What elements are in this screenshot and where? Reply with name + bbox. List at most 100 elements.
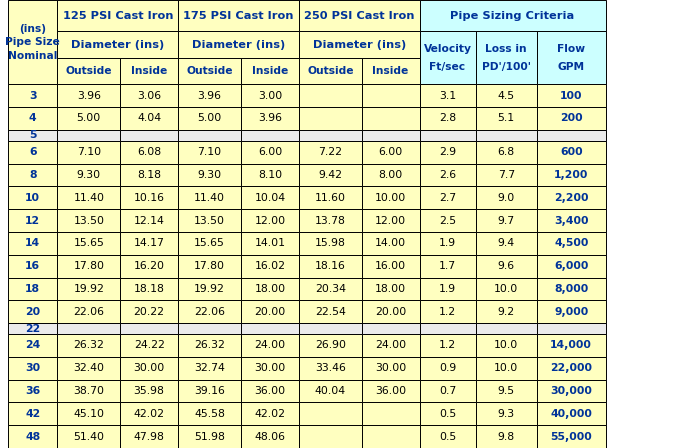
Bar xyxy=(58,164,120,186)
Text: 17.80: 17.80 xyxy=(74,261,104,271)
Text: 3.06: 3.06 xyxy=(137,90,161,101)
Bar xyxy=(475,164,537,186)
Text: 7.7: 7.7 xyxy=(498,170,515,180)
Bar xyxy=(420,402,475,425)
Bar xyxy=(362,209,420,232)
Bar xyxy=(362,277,420,300)
Bar xyxy=(362,402,420,425)
Text: 17.80: 17.80 xyxy=(194,261,225,271)
Text: 14: 14 xyxy=(25,238,40,248)
Text: Inside: Inside xyxy=(252,66,288,76)
Bar xyxy=(475,357,537,379)
Text: 0.5: 0.5 xyxy=(439,431,456,442)
Text: 32.40: 32.40 xyxy=(74,363,104,373)
Text: 1.2: 1.2 xyxy=(439,340,456,350)
Bar xyxy=(178,277,241,300)
Bar xyxy=(299,323,362,334)
Text: 9,000: 9,000 xyxy=(554,307,589,317)
Bar xyxy=(362,164,420,186)
Bar xyxy=(299,334,362,357)
Text: 9.5: 9.5 xyxy=(498,386,515,396)
Text: 6.00: 6.00 xyxy=(378,147,403,157)
Bar xyxy=(420,0,605,31)
Bar xyxy=(58,379,120,402)
Text: 12.00: 12.00 xyxy=(254,215,285,225)
Text: 5.1: 5.1 xyxy=(498,113,515,123)
Bar xyxy=(475,107,537,130)
Bar xyxy=(120,58,178,84)
Bar xyxy=(120,379,178,402)
Bar xyxy=(362,232,420,255)
Text: 7.10: 7.10 xyxy=(198,147,221,157)
Text: Diameter (ins): Diameter (ins) xyxy=(71,40,164,50)
Bar xyxy=(58,300,120,323)
Bar xyxy=(420,425,475,448)
Bar xyxy=(475,186,537,209)
Bar xyxy=(362,425,420,448)
Bar xyxy=(537,130,605,141)
Text: 20.22: 20.22 xyxy=(134,307,164,317)
Text: 24.00: 24.00 xyxy=(375,340,406,350)
Text: 250 PSI Cast Iron: 250 PSI Cast Iron xyxy=(304,11,414,21)
Bar xyxy=(420,84,475,107)
Text: 0.9: 0.9 xyxy=(439,363,456,373)
Text: 3.1: 3.1 xyxy=(439,90,456,101)
Bar xyxy=(362,357,420,379)
Text: (ins): (ins) xyxy=(19,24,46,34)
Text: 24.22: 24.22 xyxy=(134,340,164,350)
Bar xyxy=(420,300,475,323)
Text: 45.58: 45.58 xyxy=(194,409,225,419)
Text: 48: 48 xyxy=(25,431,40,442)
Bar xyxy=(362,84,420,107)
Bar xyxy=(362,323,420,334)
Bar xyxy=(120,186,178,209)
Text: 15.65: 15.65 xyxy=(74,238,104,248)
Text: 30: 30 xyxy=(25,363,40,373)
Bar xyxy=(120,107,178,130)
Text: Pipe Size: Pipe Size xyxy=(6,37,60,47)
Text: 1.9: 1.9 xyxy=(439,284,456,294)
Bar xyxy=(420,379,475,402)
Bar xyxy=(8,141,58,164)
Bar xyxy=(178,130,241,141)
Bar xyxy=(475,323,537,334)
Text: 10.0: 10.0 xyxy=(494,284,518,294)
Text: 3: 3 xyxy=(29,90,37,101)
Bar xyxy=(420,31,475,84)
Text: Diameter (ins): Diameter (ins) xyxy=(192,40,285,50)
Text: 200: 200 xyxy=(560,113,582,123)
Bar xyxy=(8,323,58,334)
Bar xyxy=(475,141,537,164)
Bar xyxy=(58,402,120,425)
Text: 0.5: 0.5 xyxy=(439,409,456,419)
Text: 14.17: 14.17 xyxy=(134,238,164,248)
Bar xyxy=(299,84,362,107)
Bar xyxy=(362,300,420,323)
Bar xyxy=(120,277,178,300)
Bar xyxy=(241,164,299,186)
Text: 7.10: 7.10 xyxy=(77,147,101,157)
Text: 36.00: 36.00 xyxy=(375,386,406,396)
Text: 13.78: 13.78 xyxy=(315,215,346,225)
Text: 12: 12 xyxy=(25,215,40,225)
Text: Inside: Inside xyxy=(373,66,409,76)
Text: Outside: Outside xyxy=(307,66,353,76)
Text: 9.3: 9.3 xyxy=(498,409,515,419)
Bar xyxy=(120,334,178,357)
Bar xyxy=(475,130,537,141)
Bar xyxy=(299,232,362,255)
Text: 22.06: 22.06 xyxy=(74,307,104,317)
Text: 33.46: 33.46 xyxy=(315,363,346,373)
Bar xyxy=(58,130,120,141)
Bar xyxy=(420,357,475,379)
Text: Pipe Sizing Criteria: Pipe Sizing Criteria xyxy=(450,11,575,21)
Bar xyxy=(420,164,475,186)
Bar xyxy=(299,209,362,232)
Bar xyxy=(299,379,362,402)
Text: 38.70: 38.70 xyxy=(74,386,104,396)
Text: 3.96: 3.96 xyxy=(198,90,221,101)
Text: 16: 16 xyxy=(25,261,40,271)
Bar xyxy=(537,323,605,334)
Text: 18.16: 18.16 xyxy=(315,261,346,271)
Text: 10.04: 10.04 xyxy=(254,193,285,203)
